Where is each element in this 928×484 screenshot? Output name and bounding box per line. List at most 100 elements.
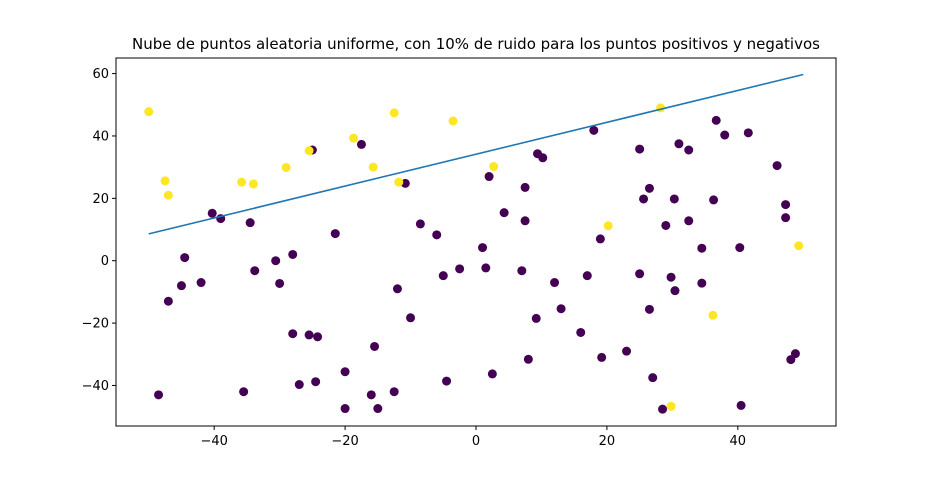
negative-point	[366, 390, 376, 400]
negative-point	[669, 194, 679, 204]
negative-point	[639, 194, 649, 204]
positive-point	[603, 221, 613, 231]
negative-point	[304, 330, 314, 340]
y-tick-label: 40	[92, 129, 109, 144]
separator-line	[148, 73, 804, 235]
negative-point	[622, 346, 632, 356]
negative-point	[666, 272, 676, 282]
x-tick-label: 20	[599, 434, 616, 449]
negative-point	[406, 313, 416, 323]
negative-point	[239, 387, 249, 397]
y-tick-label: 20	[92, 192, 109, 207]
negative-point	[415, 219, 425, 229]
negative-point	[772, 161, 782, 171]
negative-point	[373, 404, 383, 414]
negative-point	[484, 172, 494, 182]
negative-point	[711, 115, 721, 125]
negative-point	[176, 281, 186, 291]
negative-point	[589, 125, 599, 135]
negative-point	[442, 376, 452, 386]
negative-point	[644, 183, 654, 193]
positive-point	[237, 177, 247, 187]
negative-point	[644, 304, 654, 314]
negative-point	[576, 327, 586, 337]
negative-point	[781, 200, 791, 210]
negative-point	[531, 313, 541, 323]
negative-point	[163, 296, 173, 306]
negative-point	[582, 271, 592, 281]
x-tick-label: 0	[472, 434, 480, 449]
negative-point	[313, 332, 323, 342]
negative-point	[658, 404, 668, 414]
x-tick-label: −20	[331, 434, 358, 449]
positive-point	[368, 162, 378, 172]
negative-point	[648, 373, 658, 383]
negative-point	[597, 352, 607, 362]
negative-point	[595, 234, 605, 244]
negative-point	[697, 278, 707, 288]
x-tick-label: 40	[730, 434, 747, 449]
plot-area: −40 −20 0 20 40 −40 −20 0 20 40 60	[82, 57, 837, 449]
positive-point	[248, 179, 258, 189]
positive-point	[144, 107, 154, 117]
positive-point	[394, 177, 404, 187]
negative-point	[781, 213, 791, 223]
positive-point	[349, 133, 359, 143]
negative-point	[556, 304, 566, 314]
y-tick-label: −20	[82, 317, 109, 332]
negative-point	[487, 369, 497, 379]
negative-point	[288, 329, 298, 339]
negative-point	[392, 284, 402, 294]
negative-point	[250, 266, 260, 276]
y-tick-label: 0	[101, 254, 109, 269]
negative-point	[674, 139, 684, 149]
negative-point	[736, 400, 746, 410]
positive-point	[163, 190, 173, 200]
positive-point	[794, 241, 804, 251]
negative-point	[520, 216, 530, 226]
negative-point	[520, 182, 530, 192]
negative-point	[635, 144, 645, 154]
negative-point	[340, 367, 350, 377]
negative-point	[481, 263, 491, 273]
negative-point	[294, 380, 304, 390]
negative-point	[180, 253, 190, 263]
negative-point	[438, 271, 448, 281]
negative-point	[245, 218, 255, 228]
negative-point	[670, 286, 680, 296]
negative-point	[356, 139, 366, 149]
negative-point	[661, 220, 671, 230]
negative-point	[455, 264, 465, 274]
negative-point	[697, 243, 707, 253]
negative-point	[550, 278, 560, 288]
negative-point	[720, 130, 730, 140]
negative-point	[207, 208, 217, 218]
y-tick-label: 60	[92, 67, 109, 82]
positive-point	[389, 108, 399, 118]
negative-point	[538, 153, 548, 163]
negative-point	[684, 145, 694, 155]
negative-point	[478, 243, 488, 253]
positive-point	[489, 162, 499, 172]
negative-point	[735, 243, 745, 253]
negative-point	[340, 404, 350, 414]
negative-point	[154, 390, 164, 400]
negative-point	[370, 341, 380, 351]
negative-point	[743, 128, 753, 138]
positive-point	[666, 401, 676, 411]
negative-point	[271, 256, 281, 266]
negative-point	[196, 278, 206, 288]
negative-point	[517, 266, 527, 276]
negative-point	[389, 387, 399, 397]
x-tick-label: −40	[200, 434, 227, 449]
negative-point	[684, 216, 694, 226]
negative-point	[635, 269, 645, 279]
positive-point	[160, 176, 170, 186]
negative-point	[790, 349, 800, 359]
negative-point	[288, 249, 298, 259]
negative-point	[523, 354, 533, 364]
positive-point	[281, 162, 291, 172]
negative-point	[311, 377, 321, 387]
